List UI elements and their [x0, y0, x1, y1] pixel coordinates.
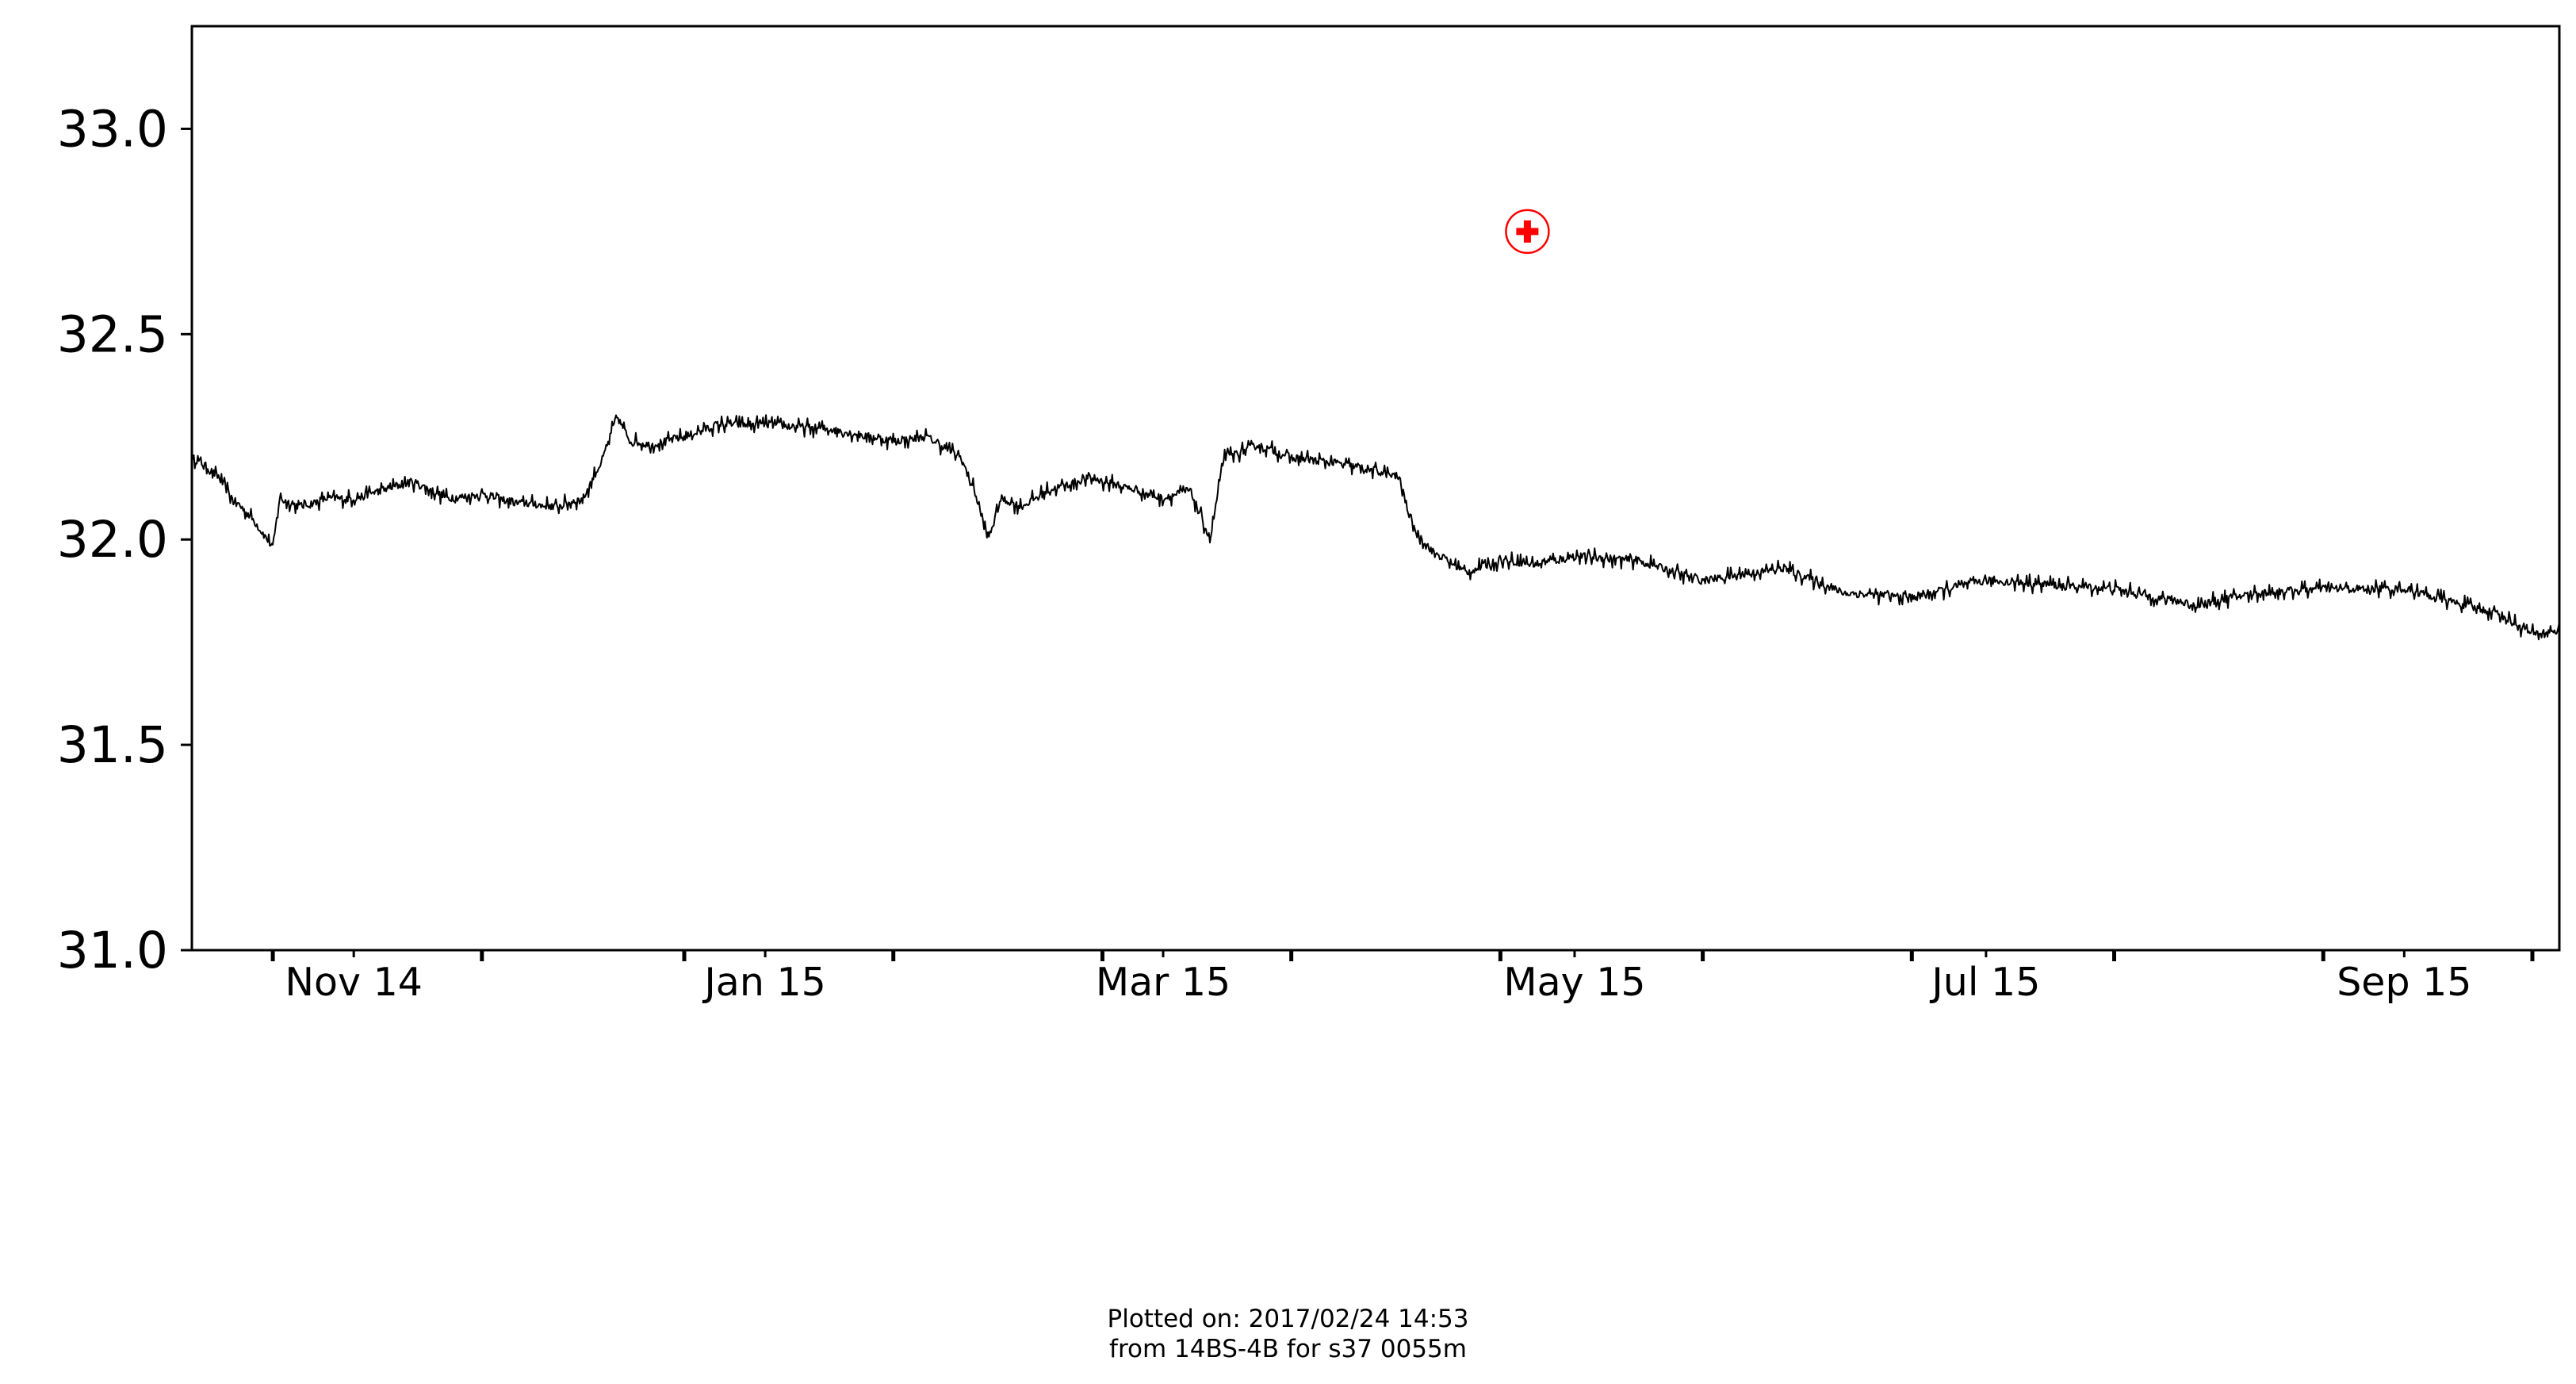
series-layer — [191, 209, 2560, 641]
series-line — [191, 414, 2560, 641]
x-axis: Nov 14 Jan 15 Mar 15 May 15 Jul 15 Sep 15 — [270, 950, 2535, 1005]
x-tick-label: Nov 14 — [285, 960, 423, 1005]
y-axis: 31.0 31.5 32.0 32.5 33.0 — [57, 100, 192, 980]
y-tick-label: 33.0 — [57, 100, 168, 158]
x-tick-label: Jan 15 — [702, 960, 825, 1005]
y-tick-label: 31.5 — [57, 716, 168, 774]
x-tick-label: Jul 15 — [1929, 960, 2040, 1005]
x-tick-label: Mar 15 — [1096, 960, 1231, 1005]
y-tick-label: 31.0 — [57, 922, 168, 980]
plot-area — [190, 25, 2561, 952]
plot-footer-line-2: from 14BS-4B for s37 0055m — [1109, 1335, 1467, 1363]
x-tick-label: May 15 — [1503, 960, 1645, 1005]
y-tick-label: 32.0 — [57, 511, 168, 569]
marker-circle-cross — [1505, 209, 1550, 255]
x-tick-label: Sep 15 — [2337, 960, 2471, 1005]
y-tick-label: 32.5 — [57, 305, 168, 363]
plot-footer-line-1: Plotted on: 2017/02/24 14:53 — [1107, 1305, 1469, 1333]
